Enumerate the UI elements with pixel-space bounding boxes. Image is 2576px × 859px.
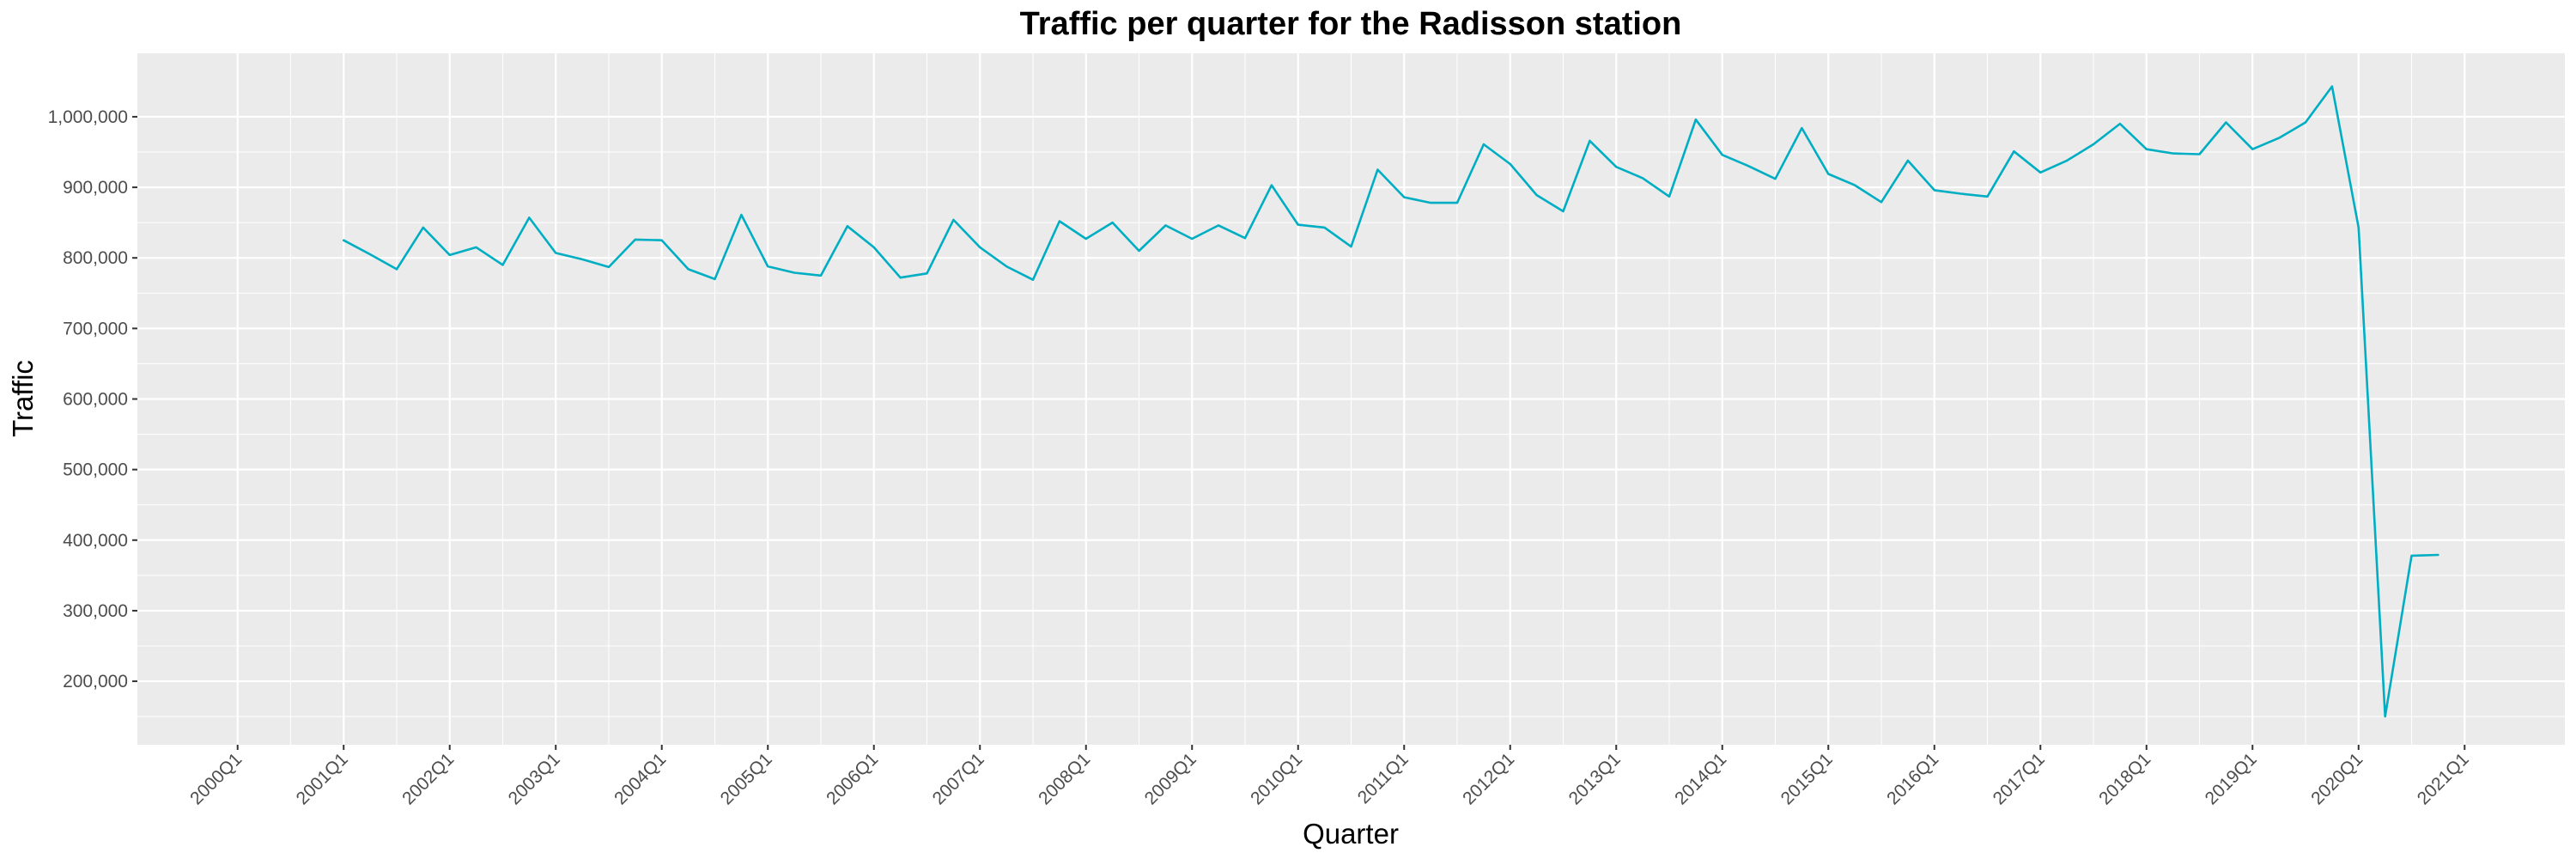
x-tick-label: 2003Q1 [505, 749, 564, 808]
x-tick-label: 2010Q1 [1247, 749, 1306, 808]
x-tick-label: 2006Q1 [823, 749, 882, 808]
y-tick-label: 900,000 [63, 178, 128, 198]
x-tick-label: 2018Q1 [2095, 749, 2154, 808]
x-tick-label: 2008Q1 [1035, 749, 1094, 808]
y-tick-label: 200,000 [63, 672, 128, 691]
y-axis: 200,000 300,000 400,000 500,000 600,000 700,0… [48, 107, 137, 691]
x-tick-label: 2020Q1 [2307, 749, 2366, 808]
y-tick-label: 1,000,000 [48, 107, 128, 127]
x-tick-label: 2002Q1 [398, 749, 458, 808]
chart-title: Traffic per quarter for the Radisson sta… [1020, 6, 1682, 42]
y-tick-label: 300,000 [63, 601, 128, 621]
x-tick-label: 2012Q1 [1459, 749, 1518, 808]
x-tick-label: 2017Q1 [1990, 749, 2049, 808]
y-tick-label: 500,000 [63, 460, 128, 480]
x-tick-label: 2015Q1 [1777, 749, 1837, 808]
x-tick-label: 2004Q1 [611, 749, 670, 808]
x-tick-label: 2016Q1 [1883, 749, 1942, 808]
x-tick-label: 2000Q1 [186, 749, 246, 808]
y-tick-label: 400,000 [63, 531, 128, 551]
series-line [342, 85, 2439, 718]
x-tick-label: 2011Q1 [1354, 749, 1413, 807]
y-axis-title: Traffic [7, 360, 39, 437]
x-tick-label: 2013Q1 [1565, 749, 1625, 808]
x-tick-label: 2009Q1 [1141, 749, 1200, 808]
x-tick-label: 2005Q1 [717, 749, 776, 808]
y-tick-label: 800,000 [63, 248, 128, 268]
x-axis-title: Quarter [1303, 818, 1399, 850]
x-tick-label: 2007Q1 [929, 749, 988, 808]
series-layer [342, 85, 2439, 718]
major-gridlines [137, 53, 2565, 745]
x-axis: 2000Q1 2001Q1 2002Q1 2003Q1 2004Q1 2005Q1 2006… [186, 745, 2473, 808]
y-tick-label: 600,000 [63, 390, 128, 410]
x-tick-label: 2021Q1 [2414, 749, 2473, 808]
x-tick-label: 2014Q1 [1671, 749, 1730, 808]
x-tick-label: 2019Q1 [2202, 749, 2261, 808]
y-tick-label: 700,000 [63, 319, 128, 338]
x-tick-label: 2001Q1 [293, 749, 352, 808]
